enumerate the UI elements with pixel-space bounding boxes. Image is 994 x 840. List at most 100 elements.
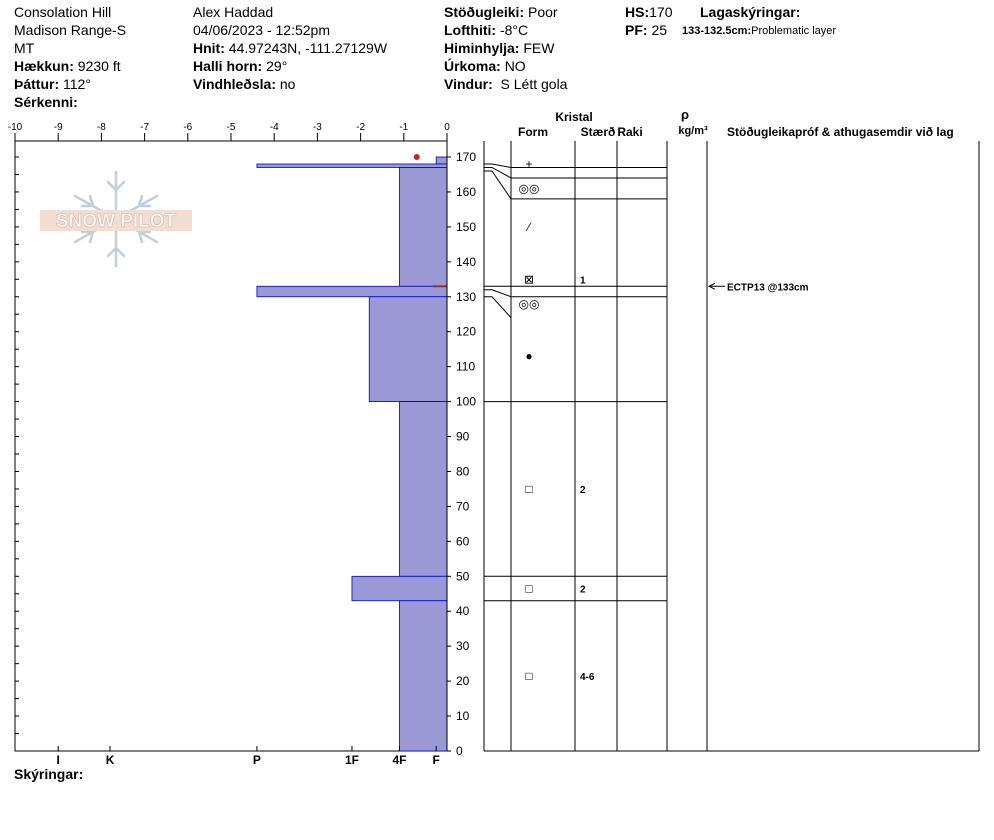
grain-form-symbol: + (525, 157, 532, 171)
depth-tick-label: 170 (456, 150, 476, 164)
hardness-code-label: P (253, 753, 261, 767)
slope-value: 29° (266, 58, 288, 74)
hardness-code-label: 4F (392, 753, 406, 767)
precip-value: NO (504, 58, 526, 74)
depth-connector (484, 166, 512, 179)
observer-name: Alex Haddad (193, 4, 274, 20)
grain-size: 2 (580, 485, 586, 496)
temperature-marker (413, 154, 420, 160)
hardness-layer-bar (256, 285, 448, 298)
depth-tick-label: 90 (456, 430, 470, 444)
stability-value: Poor (528, 4, 558, 20)
elevation-value: 9230 ft (77, 58, 121, 74)
grain-size: 1 (580, 275, 586, 286)
wetness-header: Raki (617, 125, 642, 139)
hardness-layer-bar (435, 156, 448, 165)
hardness-code-label: I (57, 753, 60, 767)
depth-tick-label: 50 (456, 569, 470, 583)
slope-row: Halli horn: 29° (193, 57, 387, 75)
layer-table: Kristal Form Stærð Raki ρ kg/m³ Stöðugleikapró… (483, 107, 980, 752)
sky-value: FEW (523, 40, 555, 56)
hardness-layer-bar (399, 167, 448, 287)
coords-value: 44.97243N, -111.27129W (228, 40, 388, 56)
header-conditions-block: Stöðugleiki: Poor Lofthiti: -8°C Himinhy… (444, 3, 567, 93)
slope-label: Halli horn: (193, 58, 263, 74)
grain-form-symbol: □ (525, 482, 532, 496)
layer-note-range: 133-132.5cm: (682, 25, 752, 37)
depth-tick-label: 160 (456, 185, 476, 199)
coords-row: Hnit: 44.97243N, -111.27129W (193, 39, 387, 57)
depth-tick-label: 40 (456, 604, 470, 618)
hardness-tick-label: -5 (227, 122, 236, 133)
location-name: Consolation Hill (14, 4, 112, 20)
grain-size: 4-6 (580, 672, 595, 683)
air-temp-value: -8°C (499, 22, 529, 38)
wind-row: Vindur: S Létt gola (444, 75, 567, 93)
layer-note-text: Problematic layer (751, 25, 837, 37)
sky-label: Himinhylja: (444, 40, 520, 56)
aspect-label: Þáttur: (14, 76, 60, 92)
depth-connector (484, 170, 512, 200)
hardness-tick-label: -7 (140, 122, 149, 133)
air-temp-row: Lofthiti: -8°C (444, 21, 567, 39)
air-temp-label: Lofthiti: (444, 22, 497, 38)
grain-form-symbol: ⊠ (524, 272, 534, 286)
wind-loading-label: Vindhleðsla: (193, 76, 276, 92)
precip-label: Úrkoma: (444, 58, 501, 74)
hardness-tick-label: -3 (313, 122, 322, 133)
stability-test-arrowhead (707, 282, 716, 290)
depth-tick-label: 110 (456, 360, 475, 374)
stability-test-label: ECTP13 @133cm (727, 282, 809, 293)
hs-value: 170 (649, 4, 673, 20)
depth-axis: 0 10 20 30 40 50 60 70 80 90 100 110 120 130 140 150 160… (446, 150, 476, 758)
mountain-range: Madison Range-S (14, 22, 127, 38)
depth-connector (484, 163, 512, 168)
depth-connector (484, 289, 512, 298)
footer-notes: Skýringar: (14, 765, 83, 783)
stability-label: Stöðugleiki: (444, 4, 525, 20)
grain-form-symbol: ◎◎ (519, 297, 540, 311)
depth-tick-label: 20 (456, 674, 470, 688)
hs-label: HS: (625, 4, 650, 20)
observation-datetime: 04/06/2023 - 12:52pm (193, 22, 330, 38)
size-header: Stærð (581, 125, 616, 139)
hardness-tick-label: -9 (54, 122, 63, 133)
precip-row: Úrkoma: NO (444, 57, 567, 75)
footer-notes-label: Skýringar: (14, 766, 84, 782)
hardness-layer-bar (399, 401, 448, 577)
wind-label: Vindur: (444, 76, 493, 92)
layer-note-row: 133-132.5cm:Problematic layer (682, 22, 836, 40)
grain-form-symbol: □ (525, 669, 532, 683)
density-symbol: ρ (681, 107, 689, 122)
depth-tick-label: 130 (456, 290, 476, 304)
logo-banner (40, 210, 192, 231)
hardness-layer-bar (399, 600, 448, 752)
depth-tick-label: 70 (456, 499, 470, 513)
hardness-tick-label: 0 (444, 122, 450, 133)
depth-tick-label: 140 (456, 255, 476, 269)
hardness-layer-bar (368, 296, 448, 402)
hardness-tick-label: -8 (97, 122, 106, 133)
wind-loading-value: no (279, 76, 296, 92)
state: MT (14, 40, 35, 56)
snowpilot-logo: SNOW PILOT (40, 170, 192, 268)
header-observer-block: Alex Haddad 04/06/2023 - 12:52pm Hnit: 4… (193, 3, 387, 93)
hardness-tick-label: -10 (8, 122, 23, 133)
aspect-value: 112° (63, 76, 91, 92)
grain-form-symbol: ● (525, 349, 532, 363)
depth-tick-label: 120 (456, 325, 476, 339)
elevation-row: Hækkun: 9230 ft (14, 57, 126, 75)
depth-tick-label: 80 (456, 464, 470, 478)
hardness-profile (256, 154, 448, 752)
grain-form-symbol: ⁄ (525, 220, 532, 234)
hardness-tick-label: -6 (183, 122, 192, 133)
pf-label: PF: (625, 22, 648, 38)
depth-tick-label: 150 (456, 220, 476, 234)
hardness-plot-frame (14, 140, 448, 752)
pf-value: 25 (651, 22, 668, 38)
depth-left-ticks (15, 156, 19, 752)
sky-row: Himinhylja: FEW (444, 39, 567, 57)
hs-row: HS:170 (625, 3, 672, 21)
